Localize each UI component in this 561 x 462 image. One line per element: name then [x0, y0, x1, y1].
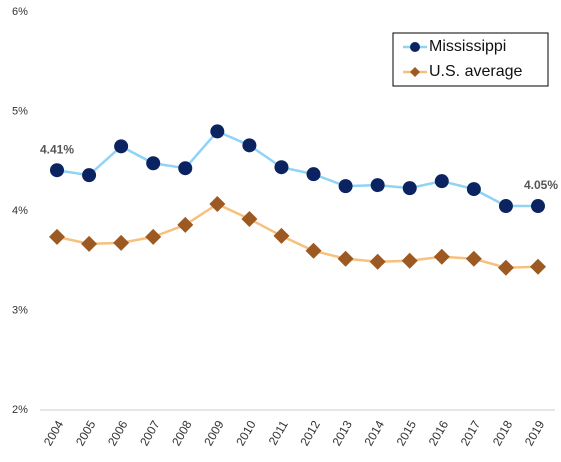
x-tick-label: 2007	[137, 418, 163, 448]
marker	[50, 163, 64, 178]
marker	[209, 196, 226, 213]
y-tick-label: 3%	[12, 304, 28, 316]
legend-box	[392, 32, 549, 87]
marker	[338, 179, 353, 194]
marker	[273, 227, 290, 244]
marker	[305, 242, 322, 259]
marker	[401, 252, 418, 269]
marker	[466, 182, 481, 197]
x-tick-label: 2014	[362, 418, 388, 448]
legend-label: Mississippi	[429, 38, 506, 55]
x-tick-label: 2019	[522, 418, 548, 448]
marker	[337, 250, 354, 267]
marker	[146, 156, 161, 171]
marker	[178, 161, 193, 176]
y-tick-label: 2%	[12, 404, 28, 416]
y-tick-label: 4%	[12, 205, 28, 217]
x-tick-label: 2010	[233, 418, 259, 448]
x-tick-label: 2018	[490, 418, 516, 448]
marker	[177, 216, 194, 233]
marker	[531, 199, 545, 214]
x-tick-label: 2016	[426, 418, 452, 448]
x-tick-label: 2006	[105, 418, 131, 448]
y-tick-label: 5%	[12, 105, 28, 117]
marker	[402, 181, 417, 196]
series-line	[56, 129, 538, 208]
marker	[114, 139, 129, 154]
marker	[370, 178, 385, 193]
x-tick-label: 2011	[266, 418, 291, 448]
marker	[274, 160, 289, 175]
marker	[497, 259, 514, 276]
x-tick-label: 2015	[394, 418, 420, 448]
marker	[113, 234, 130, 251]
legend-marker	[410, 42, 420, 52]
legend-label: U.S. average	[429, 63, 522, 80]
marker	[306, 167, 321, 182]
marker	[82, 168, 97, 183]
x-tick-label: 2012	[297, 418, 323, 448]
x-tick-label: 2008	[169, 418, 195, 448]
marker	[434, 174, 449, 189]
marker	[145, 228, 162, 245]
value-label: 4.41%	[40, 142, 74, 156]
series-line	[56, 202, 539, 269]
marker	[530, 258, 546, 275]
x-tick-label: 2004	[41, 418, 67, 448]
legend-marker	[410, 67, 420, 77]
x-tick-label: 2009	[201, 418, 227, 448]
x-tick-label: 2017	[458, 418, 484, 448]
x-tick-label: 2013	[329, 418, 355, 448]
marker	[49, 228, 65, 245]
marker	[433, 248, 450, 265]
marker	[498, 199, 513, 214]
marker	[210, 124, 225, 139]
y-tick-label: 6%	[12, 6, 28, 18]
marker	[242, 138, 257, 153]
marker	[241, 210, 258, 227]
x-tick-label: 2005	[73, 418, 99, 448]
marker	[369, 253, 386, 270]
value-label: 4.05%	[524, 178, 558, 192]
marker	[81, 235, 98, 252]
marker	[465, 250, 482, 267]
